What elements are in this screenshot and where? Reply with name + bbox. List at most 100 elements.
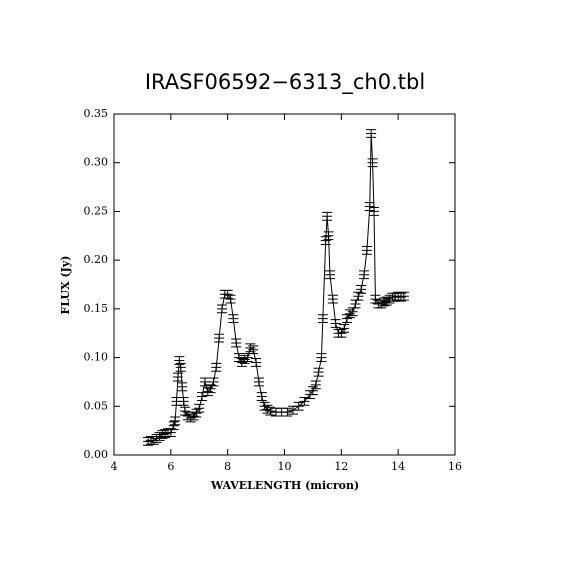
error-bar (234, 353, 245, 362)
error-bar (293, 401, 304, 411)
error-bar (225, 294, 236, 304)
error-bar (180, 406, 191, 416)
error-bar (353, 291, 364, 301)
error-bar (350, 299, 361, 309)
error-bar (361, 246, 372, 255)
error-bar (307, 386, 318, 396)
x-axis-label: WAVELENGTH (micron) (210, 479, 359, 492)
error-bar (339, 323, 350, 333)
error-bar (239, 355, 250, 364)
error-bar (228, 314, 239, 323)
error-bar (323, 231, 334, 241)
error-bar (154, 432, 165, 441)
error-bar (317, 314, 328, 323)
error-bar (327, 294, 338, 304)
error-bar (376, 299, 387, 309)
error-bar (182, 411, 193, 421)
error-bar (344, 309, 355, 319)
error-bar (256, 392, 267, 401)
error-bar (248, 345, 259, 355)
error-bar (398, 291, 409, 301)
error-bar (222, 289, 233, 299)
x-tick-label: 8 (224, 460, 231, 473)
error-bar (369, 207, 380, 216)
x-tick-label: 14 (391, 460, 405, 473)
error-bar (194, 403, 205, 413)
error-bar (320, 236, 331, 246)
error-bar (251, 358, 262, 367)
error-bar (168, 421, 179, 431)
error-bar (253, 377, 264, 387)
error-bar (390, 292, 401, 302)
error-bar (322, 211, 333, 221)
x-tick-label: 12 (334, 460, 348, 473)
error-bar (384, 294, 395, 304)
error-bar (359, 270, 370, 280)
error-bar (191, 408, 202, 418)
error-bar (356, 284, 367, 294)
error-bar (313, 367, 324, 377)
error-bar (208, 377, 219, 387)
error-bar (177, 382, 188, 392)
error-bar (282, 407, 293, 417)
error-bar (242, 353, 253, 362)
error-bar (171, 397, 182, 406)
y-tick-label: 0.15 (84, 302, 109, 315)
error-bar (245, 343, 256, 353)
error-bar (143, 436, 154, 446)
error-bar (151, 434, 162, 443)
error-bar (262, 404, 273, 414)
x-tick-label: 16 (448, 460, 462, 473)
error-bar (174, 356, 185, 365)
error-bar (236, 358, 247, 367)
error-bar (231, 338, 242, 348)
error-bar (160, 429, 171, 438)
error-bar (175, 362, 186, 372)
error-bar (366, 129, 377, 138)
error-bar (276, 407, 287, 417)
error-bar (367, 158, 378, 168)
error-bar (299, 397, 310, 406)
error-bar (199, 377, 210, 387)
error-bar (185, 413, 196, 423)
chart-title: IRASF06592−6313_ch0.tbl (145, 70, 425, 95)
error-bar (216, 304, 227, 314)
error-bar (172, 372, 183, 382)
error-bar (330, 319, 341, 328)
error-bar (197, 392, 208, 401)
error-bar (205, 384, 216, 394)
y-tick-label: 0.05 (84, 399, 109, 412)
y-axis-label: FLUX (Jy) (59, 256, 72, 315)
error-bar (214, 333, 225, 343)
y-tick-label: 0.25 (84, 204, 109, 217)
error-bar (270, 407, 281, 417)
y-tick-label: 0.10 (84, 351, 109, 364)
x-tick-label: 4 (111, 460, 118, 473)
error-bar (324, 270, 335, 280)
error-bar (370, 294, 381, 304)
error-bar (265, 406, 276, 416)
error-bar (393, 291, 404, 301)
x-tick-label: 10 (278, 460, 292, 473)
y-tick-label: 0.00 (84, 448, 109, 461)
y-tick-label: 0.35 (84, 107, 109, 120)
y-tick-label: 0.30 (84, 156, 109, 169)
error-bar (288, 405, 299, 415)
error-bar (342, 314, 353, 323)
error-bar (188, 411, 199, 421)
error-bar (259, 401, 270, 411)
error-bar (148, 435, 159, 445)
error-bar (170, 416, 181, 426)
error-bar (157, 430, 168, 439)
error-bar (336, 328, 347, 338)
error-bar (165, 428, 176, 437)
error-bar (310, 380, 321, 390)
error-bar (211, 362, 222, 372)
y-tick-label: 0.20 (84, 253, 109, 266)
error-bar (202, 387, 213, 397)
error-bar (381, 296, 392, 306)
error-bar (178, 397, 189, 406)
